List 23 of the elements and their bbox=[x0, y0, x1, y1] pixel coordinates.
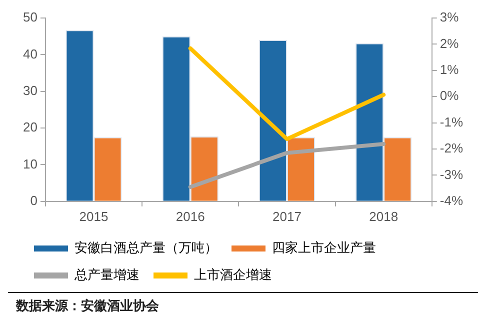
x-tick-label: 2017 bbox=[272, 208, 302, 224]
legend-label: 四家上市企业产量 bbox=[272, 240, 376, 256]
source-note: 数据来源：安徽酒业协会 bbox=[16, 298, 160, 315]
y2-tick-label: -1% bbox=[440, 114, 464, 130]
y2-tick-label: -3% bbox=[440, 166, 464, 182]
y2-tick-label: 1% bbox=[440, 62, 460, 77]
y-tick-label: 50 bbox=[22, 10, 38, 25]
y2-tick-label: -4% bbox=[440, 192, 464, 208]
y2-tick-label: -2% bbox=[440, 140, 464, 156]
legend-label: 安徽白酒总产量（万吨） bbox=[74, 240, 218, 256]
y-tick-label: 10 bbox=[22, 156, 38, 172]
x-tick-label: 2016 bbox=[176, 208, 205, 224]
y-tick-label: 0 bbox=[30, 192, 38, 208]
y-tick-label: 30 bbox=[22, 82, 38, 98]
legend-label: 上市酒企增速 bbox=[194, 268, 272, 283]
x-tick-label: 2018 bbox=[369, 208, 398, 224]
y2-tick-label: 2% bbox=[440, 36, 460, 51]
y2-tick-label: 3% bbox=[440, 10, 460, 25]
y-tick-label: 20 bbox=[22, 120, 38, 135]
legend-label: 总产量增速 bbox=[74, 268, 140, 283]
x-tick-label: 2015 bbox=[79, 208, 108, 224]
y-tick-label: 40 bbox=[22, 46, 38, 62]
y2-tick-label: 0% bbox=[440, 88, 460, 104]
